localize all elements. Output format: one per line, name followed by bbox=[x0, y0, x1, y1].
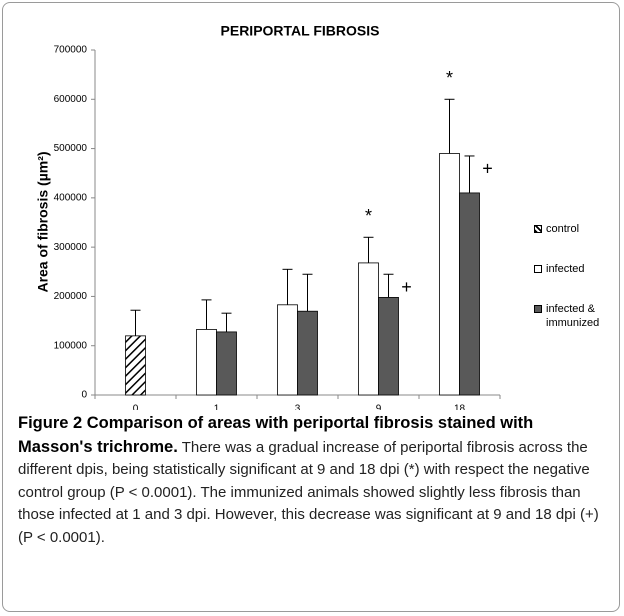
legend-swatch bbox=[534, 265, 542, 273]
chart: PERIPORTAL FIBROSIS Area of fibrosis (µm… bbox=[35, 23, 501, 410]
caption-title: Figure 2 Comparison of areas with peripo… bbox=[18, 414, 534, 456]
legend-swatch bbox=[534, 305, 542, 313]
legend-item: infected bbox=[534, 262, 620, 276]
bar bbox=[297, 310, 318, 396]
legend-item: infected & immunized bbox=[534, 302, 620, 330]
bar bbox=[277, 304, 298, 396]
annotation: * bbox=[365, 206, 372, 226]
annotation: + bbox=[482, 159, 493, 179]
legend-label: infected & immunized bbox=[546, 303, 600, 329]
bar bbox=[125, 335, 146, 396]
chart-title: PERIPORTAL FIBROSIS bbox=[221, 23, 380, 39]
caption: Figure 2 Comparison of areas with peripo… bbox=[18, 412, 610, 549]
y-tick-label: 100000 bbox=[54, 340, 88, 351]
annotation: * bbox=[446, 68, 453, 88]
bar bbox=[358, 262, 379, 396]
y-tick-label: 500000 bbox=[54, 143, 88, 154]
x-tick-label: 9 bbox=[376, 404, 382, 410]
bar bbox=[439, 153, 460, 396]
y-axis-label: Area of fibrosis (µm²) bbox=[35, 151, 51, 292]
x-tick-label: 18 bbox=[454, 404, 466, 410]
legend-label: infected bbox=[546, 263, 585, 275]
y-tick-label: 0 bbox=[81, 390, 87, 401]
legend: control infected infected & immunized bbox=[534, 222, 620, 356]
annotation: + bbox=[401, 277, 412, 297]
legend-label: control bbox=[546, 223, 580, 235]
y-tick-label: 400000 bbox=[54, 192, 88, 203]
caption-text: There was a gradual increase of periport… bbox=[18, 438, 599, 546]
x-tick-label: 3 bbox=[295, 404, 301, 410]
bar bbox=[196, 329, 217, 396]
y-tick-label: 300000 bbox=[54, 242, 88, 253]
bar bbox=[216, 331, 237, 396]
x-tick-label: 1 bbox=[214, 404, 220, 410]
y-tick-label: 600000 bbox=[54, 94, 88, 105]
bar bbox=[378, 297, 399, 396]
y-tick-label: 200000 bbox=[54, 291, 88, 302]
legend-item: control bbox=[534, 222, 620, 236]
x-tick-label: 0 bbox=[133, 404, 139, 410]
y-tick-label: 700000 bbox=[54, 45, 88, 56]
bar bbox=[459, 192, 480, 396]
legend-swatch bbox=[534, 225, 542, 233]
